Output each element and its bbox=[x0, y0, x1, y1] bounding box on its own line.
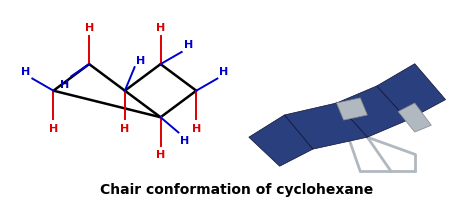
Polygon shape bbox=[398, 104, 431, 132]
Text: H: H bbox=[120, 123, 129, 133]
Text: H: H bbox=[49, 123, 58, 133]
Text: H: H bbox=[60, 79, 69, 89]
Text: H: H bbox=[156, 23, 165, 33]
Text: H: H bbox=[191, 123, 201, 133]
Text: Chair conformation of cyclohexane: Chair conformation of cyclohexane bbox=[100, 182, 374, 196]
Polygon shape bbox=[249, 115, 313, 166]
Text: H: H bbox=[156, 149, 165, 159]
Text: H: H bbox=[183, 40, 193, 50]
Text: H: H bbox=[180, 135, 190, 145]
Text: H: H bbox=[219, 67, 228, 77]
Polygon shape bbox=[284, 104, 367, 149]
Text: H: H bbox=[21, 67, 30, 77]
Text: H: H bbox=[137, 55, 146, 65]
Polygon shape bbox=[377, 64, 446, 120]
Text: H: H bbox=[84, 23, 94, 33]
Polygon shape bbox=[337, 98, 367, 120]
Polygon shape bbox=[337, 86, 408, 138]
